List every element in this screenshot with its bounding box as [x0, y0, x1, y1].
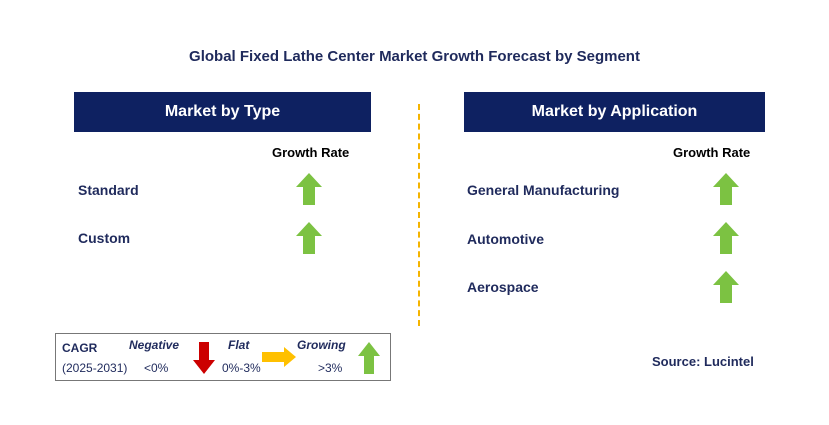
application-segment-general-manufacturing: General Manufacturing: [467, 182, 620, 198]
type-growth-rate-label: Growth Rate: [272, 145, 350, 160]
legend-period: (2025-2031): [62, 361, 128, 375]
growing-arrow-icon: [296, 173, 322, 205]
application-panel-header: Market by Application: [464, 92, 765, 132]
legend-growing-label: Growing: [297, 338, 346, 352]
source-label: Source: Lucintel: [652, 354, 754, 369]
growing-arrow-icon: [713, 222, 739, 254]
growing-arrow-icon: [296, 222, 322, 254]
type-segment-custom: Custom: [78, 230, 131, 246]
type-segment-standard: Standard: [78, 182, 139, 198]
legend-flat-range: 0%-3%: [222, 361, 261, 375]
legend-negative-range: <0%: [144, 361, 169, 375]
flat-arrow-icon: [262, 347, 296, 367]
growing-arrow-icon: [358, 342, 380, 374]
panel-divider: [418, 104, 420, 326]
type-panel-header: Market by Type: [74, 92, 371, 132]
application-segment-automotive: Automotive: [467, 231, 544, 247]
cagr-legend: CAGR (2025-2031) Negative <0% Flat 0%-3%…: [55, 333, 391, 381]
application-growth-rate-label: Growth Rate: [673, 145, 751, 160]
legend-cagr-label: CAGR: [62, 341, 98, 355]
legend-growing-range: >3%: [318, 361, 343, 375]
legend-negative-label: Negative: [129, 338, 180, 352]
growing-arrow-icon: [713, 173, 739, 205]
application-segment-aerospace: Aerospace: [467, 279, 539, 295]
growing-arrow-icon: [713, 271, 739, 303]
negative-arrow-icon: [193, 342, 215, 374]
legend-flat-label: Flat: [228, 338, 250, 352]
page-title: Global Fixed Lathe Center Market Growth …: [189, 48, 640, 65]
